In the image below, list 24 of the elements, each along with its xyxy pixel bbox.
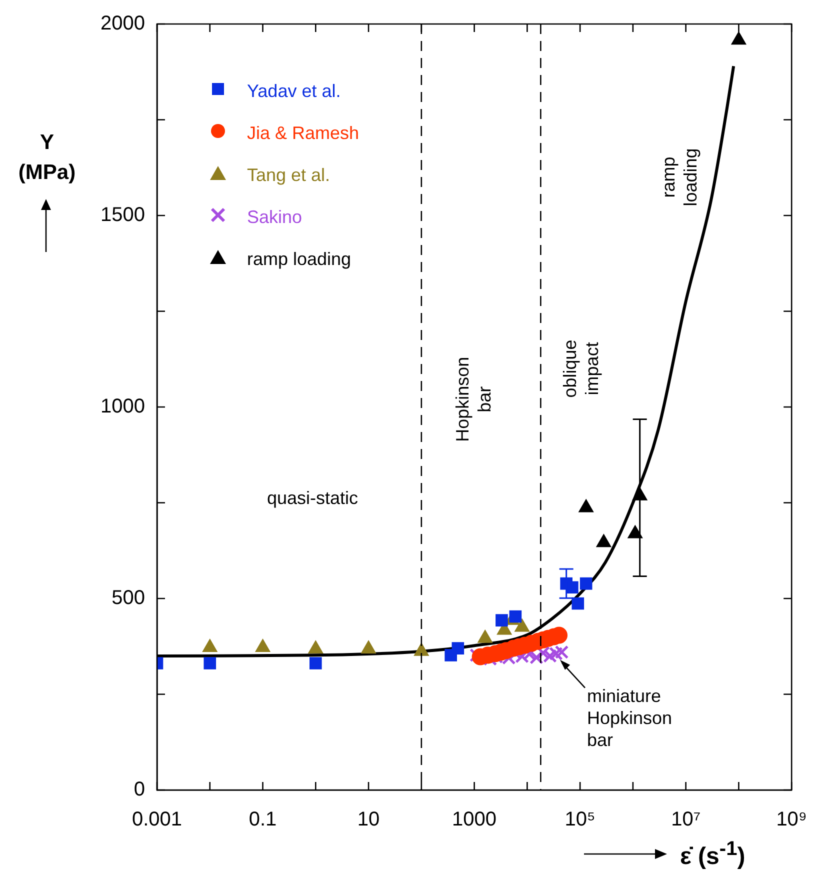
y-tick-label: 2000 — [100, 12, 145, 35]
x-tick-label: 0.001 — [132, 808, 182, 831]
x-tick-label: 10 — [357, 808, 380, 831]
x-axis-title: ε̇ (s$^{-1}$) — [680, 838, 746, 871]
annotation: miniature Hopkinson bar — [587, 686, 672, 750]
x-tick-label: 1000 — [452, 808, 497, 831]
annotation: Hopkinson bar — [452, 356, 494, 442]
legend-label: ramp loading — [247, 248, 352, 270]
y-tick-label: 500 — [112, 587, 145, 610]
x-tick-label: 10⁷ — [671, 808, 701, 831]
y-tick-label: 1500 — [100, 204, 145, 226]
legend-label: Tang et al. — [247, 164, 330, 186]
annotation: quasi-static — [266, 488, 358, 508]
legend-label: Sakino — [247, 206, 302, 228]
legend-label: Jia & Ramesh — [247, 122, 360, 144]
y-tick-label: 1000 — [100, 396, 145, 418]
x-tick-label: 10⁵ — [564, 808, 596, 831]
annotation: oblique impact — [560, 340, 602, 398]
x-tick-label: 0.1 — [248, 808, 277, 831]
y-tick-label: 0 — [134, 778, 145, 801]
y-axis-title: Y (MPa) — [17, 130, 77, 186]
legend-label: Yadav et al. — [247, 80, 341, 102]
x-tick-label: 10⁹ — [776, 808, 807, 831]
annotation: ramp loading — [658, 148, 701, 206]
